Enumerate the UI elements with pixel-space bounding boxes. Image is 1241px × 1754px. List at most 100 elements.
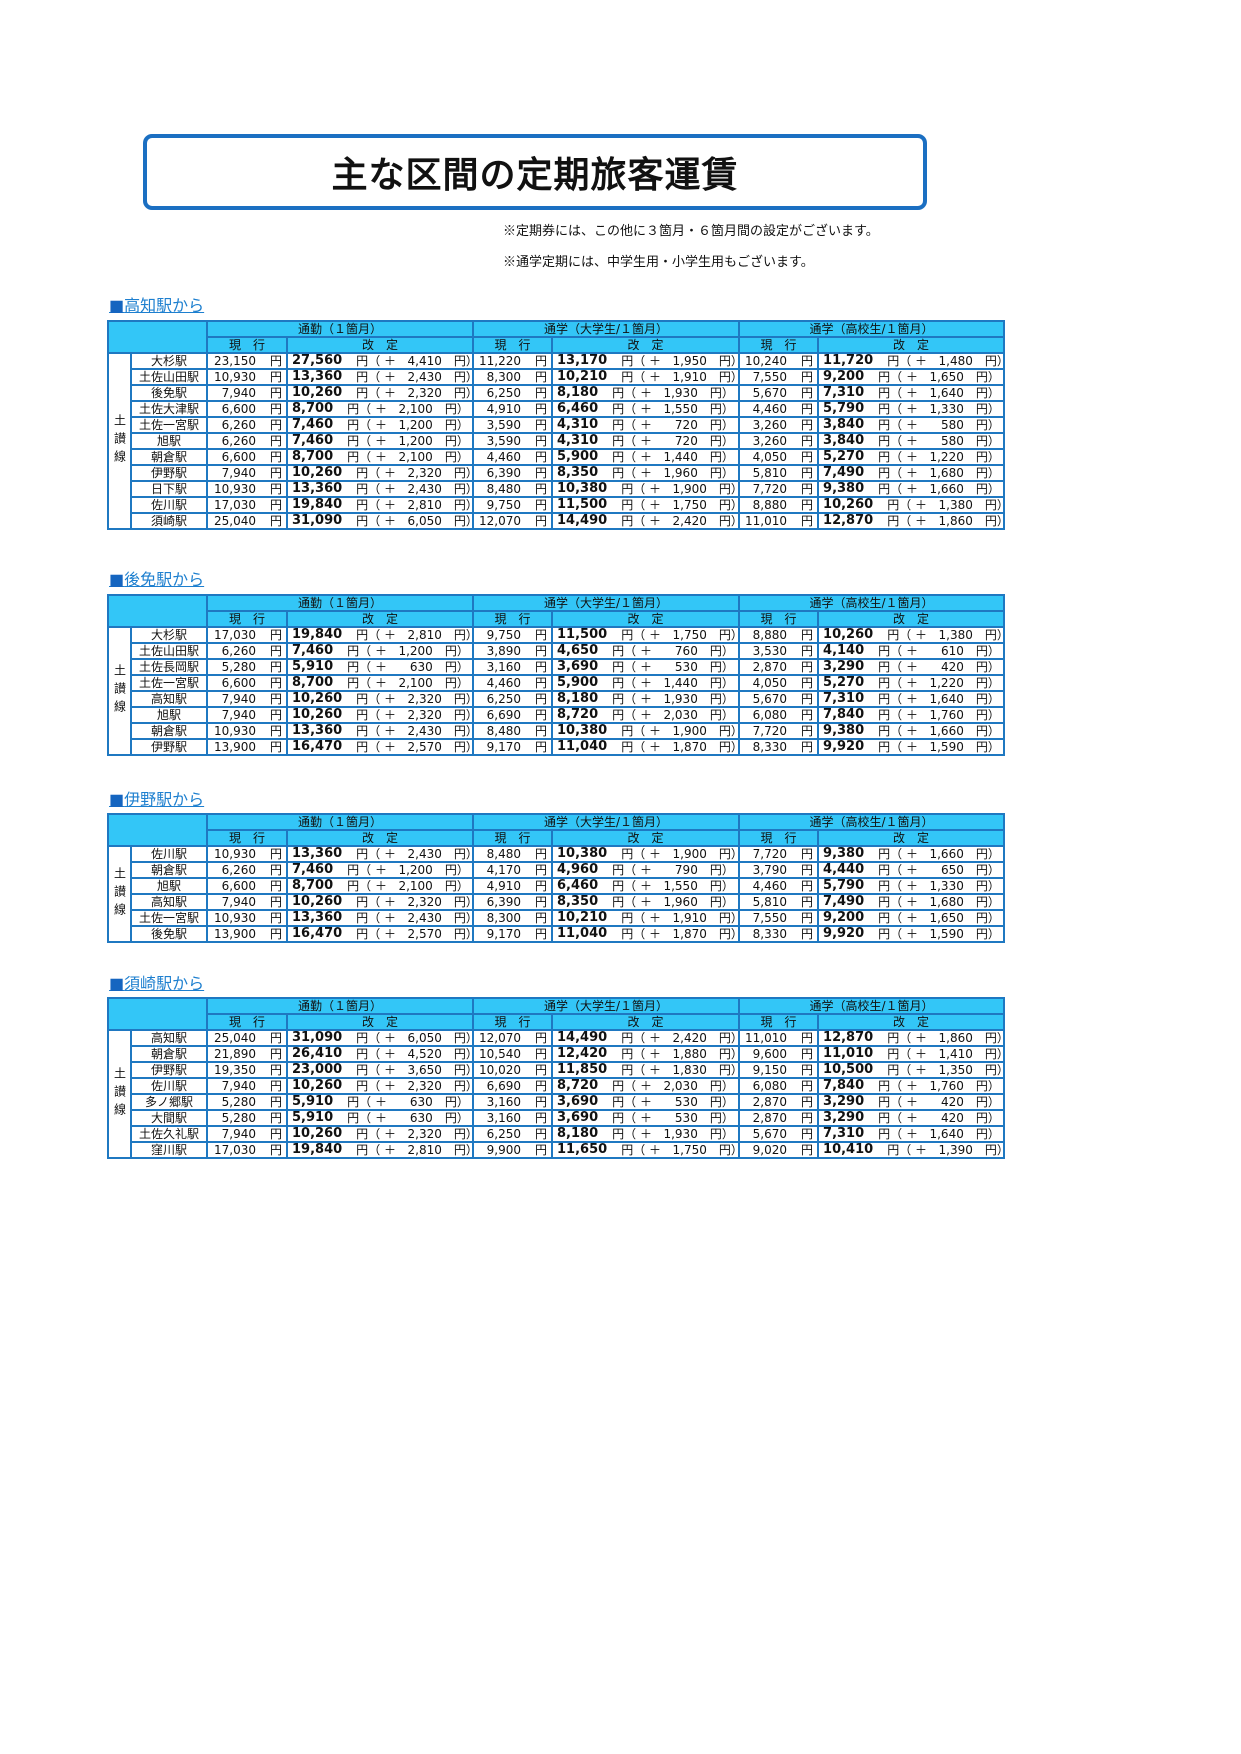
current-fare: 5,670 円 [738,384,820,402]
fare-difference: （ ＋ 1,750 円） [633,498,743,512]
difference-value: 2,430 [407,911,442,925]
revised-fare: 13,170 円（ ＋ 1,950 円） [551,352,743,370]
difference-value: 1,930 [663,386,698,400]
plus-sign: ＋ [384,370,397,384]
yen-unit: 円 [356,895,369,909]
revised-fare-value: 10,500 [823,1062,874,1077]
difference-value: 6,050 [407,514,442,528]
revised-fare-value: 7,310 [823,691,865,706]
current-fare-value: 12,070 [479,514,521,528]
difference-value: 1,220 [929,676,964,690]
revised-fare: 26,410 円（ ＋ 4,520 円） [285,1045,478,1063]
yen-unit: 円 [709,895,722,909]
yen-unit: 円 [975,911,988,925]
revised-fare-value: 12,870 [823,1030,874,1045]
plus-sign: ＋ [906,402,919,416]
revised-fare: 13,360 円（ ＋ 2,430 円） [285,480,478,498]
yen-unit: 円 [975,1095,988,1109]
yen-unit: 円 [801,466,814,480]
fare-difference: （ ＋ 2,810 円） [368,628,478,642]
plus-sign: ＋ [384,1127,397,1141]
difference-value: 1,900 [672,482,707,496]
note-student: ※通学定期には、中学生用・小学生用もございます。 [503,255,814,270]
section-title-text: 伊野駅から [124,790,205,809]
revised-fare-value: 14,490 [557,1030,608,1045]
yen-unit: 円 [984,514,997,528]
revised-fare-value: 10,260 [823,627,874,642]
plus-sign: ＋ [906,708,919,722]
yen-unit: 円 [269,911,282,925]
square-bullet-icon: ■ [109,790,125,809]
current-fare: 3,890 円 [472,642,554,660]
current-fare-value: 7,940 [221,1127,256,1141]
plus-sign: ＋ [639,434,652,448]
header-revised: 改 定 [285,1013,475,1031]
current-fare-value: 4,460 [486,676,521,690]
revised-fare-value: 14,490 [557,513,608,528]
current-fare: 9,900 円 [472,1141,554,1159]
yen-unit: 円 [887,498,900,512]
revised-fare-value: 3,690 [557,1094,599,1109]
plus-sign: ＋ [906,660,919,674]
yen-unit: 円 [878,1095,891,1109]
yen-unit: 円 [535,895,548,909]
revised-fare-value: 10,260 [292,465,343,480]
section-title[interactable]: ■伊野駅から [109,786,204,810]
header-revised: 改 定 [551,336,741,354]
current-fare: 7,720 円 [738,722,820,740]
difference-value: 1,660 [929,724,964,738]
table-row: 朝倉駅 6,600 円 8,700 円（ ＋ 2,100 円） 4,460 円 5,900 円（… [108,448,1006,466]
current-fare-value: 7,550 [752,370,788,384]
plus-sign: ＋ [374,644,387,658]
yen-unit: 円 [453,1047,466,1061]
yen-unit: 円 [269,692,282,706]
fare-difference: （ ＋ 530 円） [624,1111,734,1125]
revised-fare: 31,090 円（ ＋ 6,050 円） [285,1029,478,1047]
difference-value: 2,100 [398,676,433,690]
yen-unit: 円 [269,1079,282,1093]
yen-unit: 円 [801,370,814,384]
fare-difference: （ ＋ 1,640 円） [890,386,1000,400]
current-fare-value: 4,170 [486,863,521,877]
section-title[interactable]: ■後免駅から [109,566,204,590]
fare-difference: （ ＋ 1,640 円） [890,1127,1000,1141]
fare-difference: （ ＋ 2,430 円） [368,847,478,861]
section-title-text: 後免駅から [124,570,205,589]
plus-sign: ＋ [384,1047,397,1061]
yen-unit: 円 [269,660,282,674]
plus-sign: ＋ [384,895,397,909]
current-fare: 6,250 円 [472,1125,554,1143]
fare-difference: （ ＋ 1,220 円） [890,676,1000,690]
yen-unit: 円 [718,927,731,941]
current-fare: 4,910 円 [472,400,554,418]
header-revised: 改 定 [551,1013,741,1031]
station-name: 高知駅 [130,690,208,708]
yen-unit: 円 [356,482,369,496]
yen-unit: 円 [709,450,722,464]
fare-difference: （ ＋ 1,480 円） [899,354,1009,368]
table-row: 土佐山田駅 6,260 円 7,460 円（ ＋ 1,200 円） 3,890 円 4,650… [108,642,1006,660]
yen-unit: 円 [444,418,457,432]
difference-value: 720 [674,434,698,448]
fare-difference: （ ＋ 610 円） [890,644,1000,658]
revised-fare: 7,490 円（ ＋ 1,680 円） [817,893,1006,911]
section-title-text: 須崎駅から [124,974,205,993]
plus-sign: ＋ [649,628,662,642]
yen-unit: 円 [801,927,814,941]
revised-fare-value: 19,840 [292,497,343,512]
section-title[interactable]: ■高知駅から [109,292,204,316]
section-title[interactable]: ■須崎駅から [109,970,204,994]
fare-difference: （ ＋ 2,030 円） [624,1079,734,1093]
header-commute: 通勤（１箇月） [205,813,475,831]
current-fare-value: 8,330 [752,740,788,754]
yen-unit: 円 [444,676,457,690]
current-fare: 6,600 円 [206,448,288,466]
fare-difference: （ ＋ 1,200 円） [359,418,469,432]
revised-fare: 3,290 円（ ＋ 420 円） [817,1109,1006,1127]
difference-value: 1,750 [672,628,707,642]
yen-unit: 円 [801,498,814,512]
current-fare: 10,930 円 [206,722,288,740]
yen-unit: 円 [347,863,360,877]
current-fare: 10,930 円 [206,909,288,927]
current-fare: 2,870 円 [738,1093,820,1111]
